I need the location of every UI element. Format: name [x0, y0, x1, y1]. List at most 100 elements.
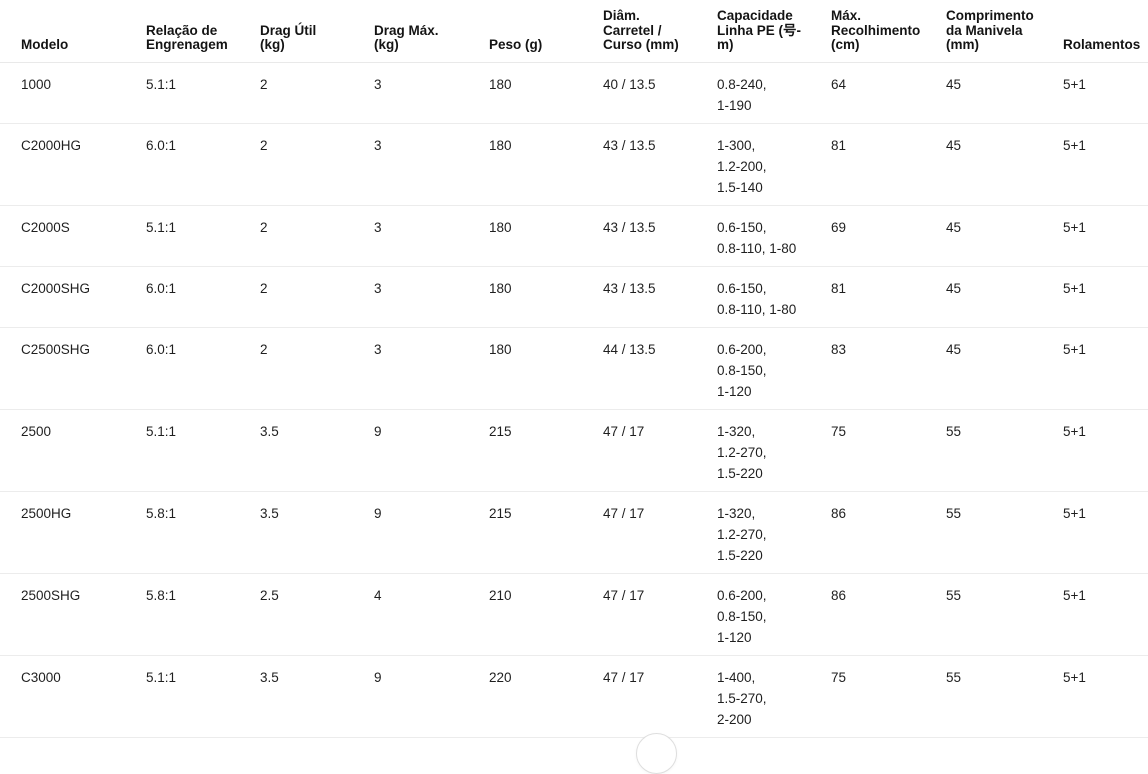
cell-spool: 44 / 13.5	[603, 327, 717, 410]
cell-drag_max: 9	[374, 409, 489, 492]
cell-drag_max: 3	[374, 327, 489, 410]
cell-model: 2500SHG	[0, 573, 146, 656]
cell-handle_length: 45	[946, 62, 1063, 124]
cell-drag_util: 2	[260, 205, 374, 267]
column-header-drag_max: Drag Máx. (kg)	[374, 0, 489, 63]
cell-bearings: 5+1	[1063, 655, 1148, 738]
cell-weight: 180	[489, 123, 603, 206]
cell-max_retrieve: 75	[831, 409, 946, 492]
cell-pe_capacity-line: 1-300,	[717, 137, 756, 153]
cell-max_retrieve: 86	[831, 491, 946, 574]
cell-drag_util: 3.5	[260, 491, 374, 574]
cell-pe_capacity-line: 0.8-110, 1-80	[717, 240, 797, 256]
cell-handle_length: 45	[946, 123, 1063, 206]
column-header-line: m)	[717, 37, 734, 52]
table-header-row: Modelo Relação de Engrenagem Drag Útil (kg) D…	[0, 0, 1148, 63]
column-header-spool: Diâm. Carretel / Curso (mm)	[603, 0, 717, 63]
column-header-line: Drag Útil	[260, 22, 317, 38]
column-header-model: Modelo	[0, 0, 146, 63]
cell-gear_ratio: 6.0:1	[146, 266, 260, 328]
cell-model: C2000S	[0, 205, 146, 267]
cell-pe_capacity: 1-320, 1.2-270, 1.5-220	[717, 409, 831, 492]
cell-gear_ratio: 5.8:1	[146, 573, 260, 656]
table-row: C2500SHG 6.0:1 2 3 180 44 / 13.5 0.6-200, 0.8-1…	[0, 327, 1148, 410]
cell-drag_util: 2	[260, 266, 374, 328]
table-body: 1000 5.1:1 2 3 180 40 / 13.5 0.8-240, 1-190 64 45…	[0, 62, 1148, 738]
cell-handle_length: 45	[946, 327, 1063, 410]
cell-handle_length: 55	[946, 409, 1063, 492]
cell-pe_capacity-line: 1.5-220	[717, 465, 763, 481]
cell-spool: 47 / 17	[603, 573, 717, 656]
cell-pe_capacity-line: 1-320,	[717, 423, 756, 439]
column-header-line: Diâm.	[603, 8, 640, 23]
cell-weight: 215	[489, 409, 603, 492]
cell-bearings: 5+1	[1063, 491, 1148, 574]
cell-handle_length: 55	[946, 655, 1063, 738]
cell-drag_max: 3	[374, 205, 489, 267]
column-header-pe_capacity: Capacidade Linha PE (号-m)	[717, 0, 831, 63]
cell-pe_capacity-line: 1.5-140	[717, 179, 763, 195]
cell-model: C2000SHG	[0, 266, 146, 328]
cell-pe_capacity-line: 0.6-200,	[717, 587, 767, 603]
column-header-line: Recolhimento	[831, 22, 921, 38]
cell-pe_capacity: 0.6-200, 0.8-150, 1-120	[717, 573, 831, 656]
cell-max_retrieve: 81	[831, 266, 946, 328]
cell-handle_length: 45	[946, 205, 1063, 267]
table-row: 2500HG 5.8:1 3.5 9 215 47 / 17 1-320, 1.2-270, 1…	[0, 491, 1148, 574]
table-row: 2500SHG 5.8:1 2.5 4 210 47 / 17 0.6-200, 0.8-15…	[0, 573, 1148, 656]
column-header-line: da Manivela	[946, 22, 1023, 38]
column-header-line: Rolamentos	[1063, 37, 1141, 52]
cell-bearings: 5+1	[1063, 123, 1148, 206]
cell-gear_ratio: 5.8:1	[146, 491, 260, 574]
cell-pe_capacity: 1-320, 1.2-270, 1.5-220	[717, 491, 831, 574]
cell-pe_capacity: 0.6-200, 0.8-150, 1-120	[717, 327, 831, 410]
cell-bearings: 5+1	[1063, 573, 1148, 656]
cell-pe_capacity-line: 0.8-150,	[717, 362, 767, 378]
cell-pe_capacity-line: 1.2-270,	[717, 444, 767, 460]
cell-pe_capacity: 0.8-240, 1-190	[717, 62, 831, 124]
cell-drag_util: 2	[260, 327, 374, 410]
cell-weight: 180	[489, 266, 603, 328]
cell-pe_capacity: 1-400, 1.5-270, 2-200	[717, 655, 831, 738]
cell-drag_max: 9	[374, 655, 489, 738]
table-header: Modelo Relação de Engrenagem Drag Útil (kg) D…	[0, 0, 1148, 63]
cell-drag_util: 2	[260, 62, 374, 124]
cell-drag_max: 9	[374, 491, 489, 574]
table-row: 2500 5.1:1 3.5 9 215 47 / 17 1-320, 1.2-270, 1.5…	[0, 409, 1148, 492]
column-header-line: Carretel /	[603, 22, 662, 38]
cell-pe_capacity-line: 1-400,	[717, 669, 756, 685]
cell-drag_util: 3.5	[260, 409, 374, 492]
cell-pe_capacity-line: 1.5-270,	[717, 690, 767, 706]
column-header-handle_length: Comprimento da Manivela (mm)	[946, 0, 1063, 63]
cell-pe_capacity-line: 0.8-150,	[717, 608, 767, 624]
table-row: 1000 5.1:1 2 3 180 40 / 13.5 0.8-240, 1-190 64 45…	[0, 62, 1148, 124]
cell-spool: 40 / 13.5	[603, 62, 717, 124]
cell-bearings: 5+1	[1063, 266, 1148, 328]
cell-gear_ratio: 5.1:1	[146, 62, 260, 124]
cell-max_retrieve: 83	[831, 327, 946, 410]
cell-pe_capacity: 0.6-150, 0.8-110, 1-80	[717, 266, 831, 328]
table-row: C2000HG 6.0:1 2 3 180 43 / 13.5 1-300, 1.2-200,…	[0, 123, 1148, 206]
cell-model: 2500HG	[0, 491, 146, 574]
cell-weight: 215	[489, 491, 603, 574]
cell-pe_capacity-line: 1-320,	[717, 505, 756, 521]
cell-pe_capacity: 1-300, 1.2-200, 1.5-140	[717, 123, 831, 206]
cell-pe_capacity-line: 2-200	[717, 711, 752, 727]
cell-max_retrieve: 86	[831, 573, 946, 656]
cell-handle_length: 55	[946, 573, 1063, 656]
cell-weight: 180	[489, 327, 603, 410]
floating-circle-button[interactable]	[636, 733, 677, 774]
cell-spool: 47 / 17	[603, 491, 717, 574]
column-header-line: (kg)	[260, 37, 285, 52]
cell-spool: 47 / 17	[603, 409, 717, 492]
cell-pe_capacity-line: 0.6-200,	[717, 341, 767, 357]
cell-weight: 180	[489, 205, 603, 267]
cell-gear_ratio: 6.0:1	[146, 327, 260, 410]
reel-spec-table: Modelo Relação de Engrenagem Drag Útil (kg) D…	[0, 0, 1148, 738]
column-header-line: Máx.	[831, 8, 862, 23]
cell-drag_util: 2	[260, 123, 374, 206]
cell-bearings: 5+1	[1063, 409, 1148, 492]
cell-pe_capacity-line: 0.6-150,	[717, 280, 767, 296]
cell-gear_ratio: 6.0:1	[146, 123, 260, 206]
cell-drag_max: 3	[374, 123, 489, 206]
